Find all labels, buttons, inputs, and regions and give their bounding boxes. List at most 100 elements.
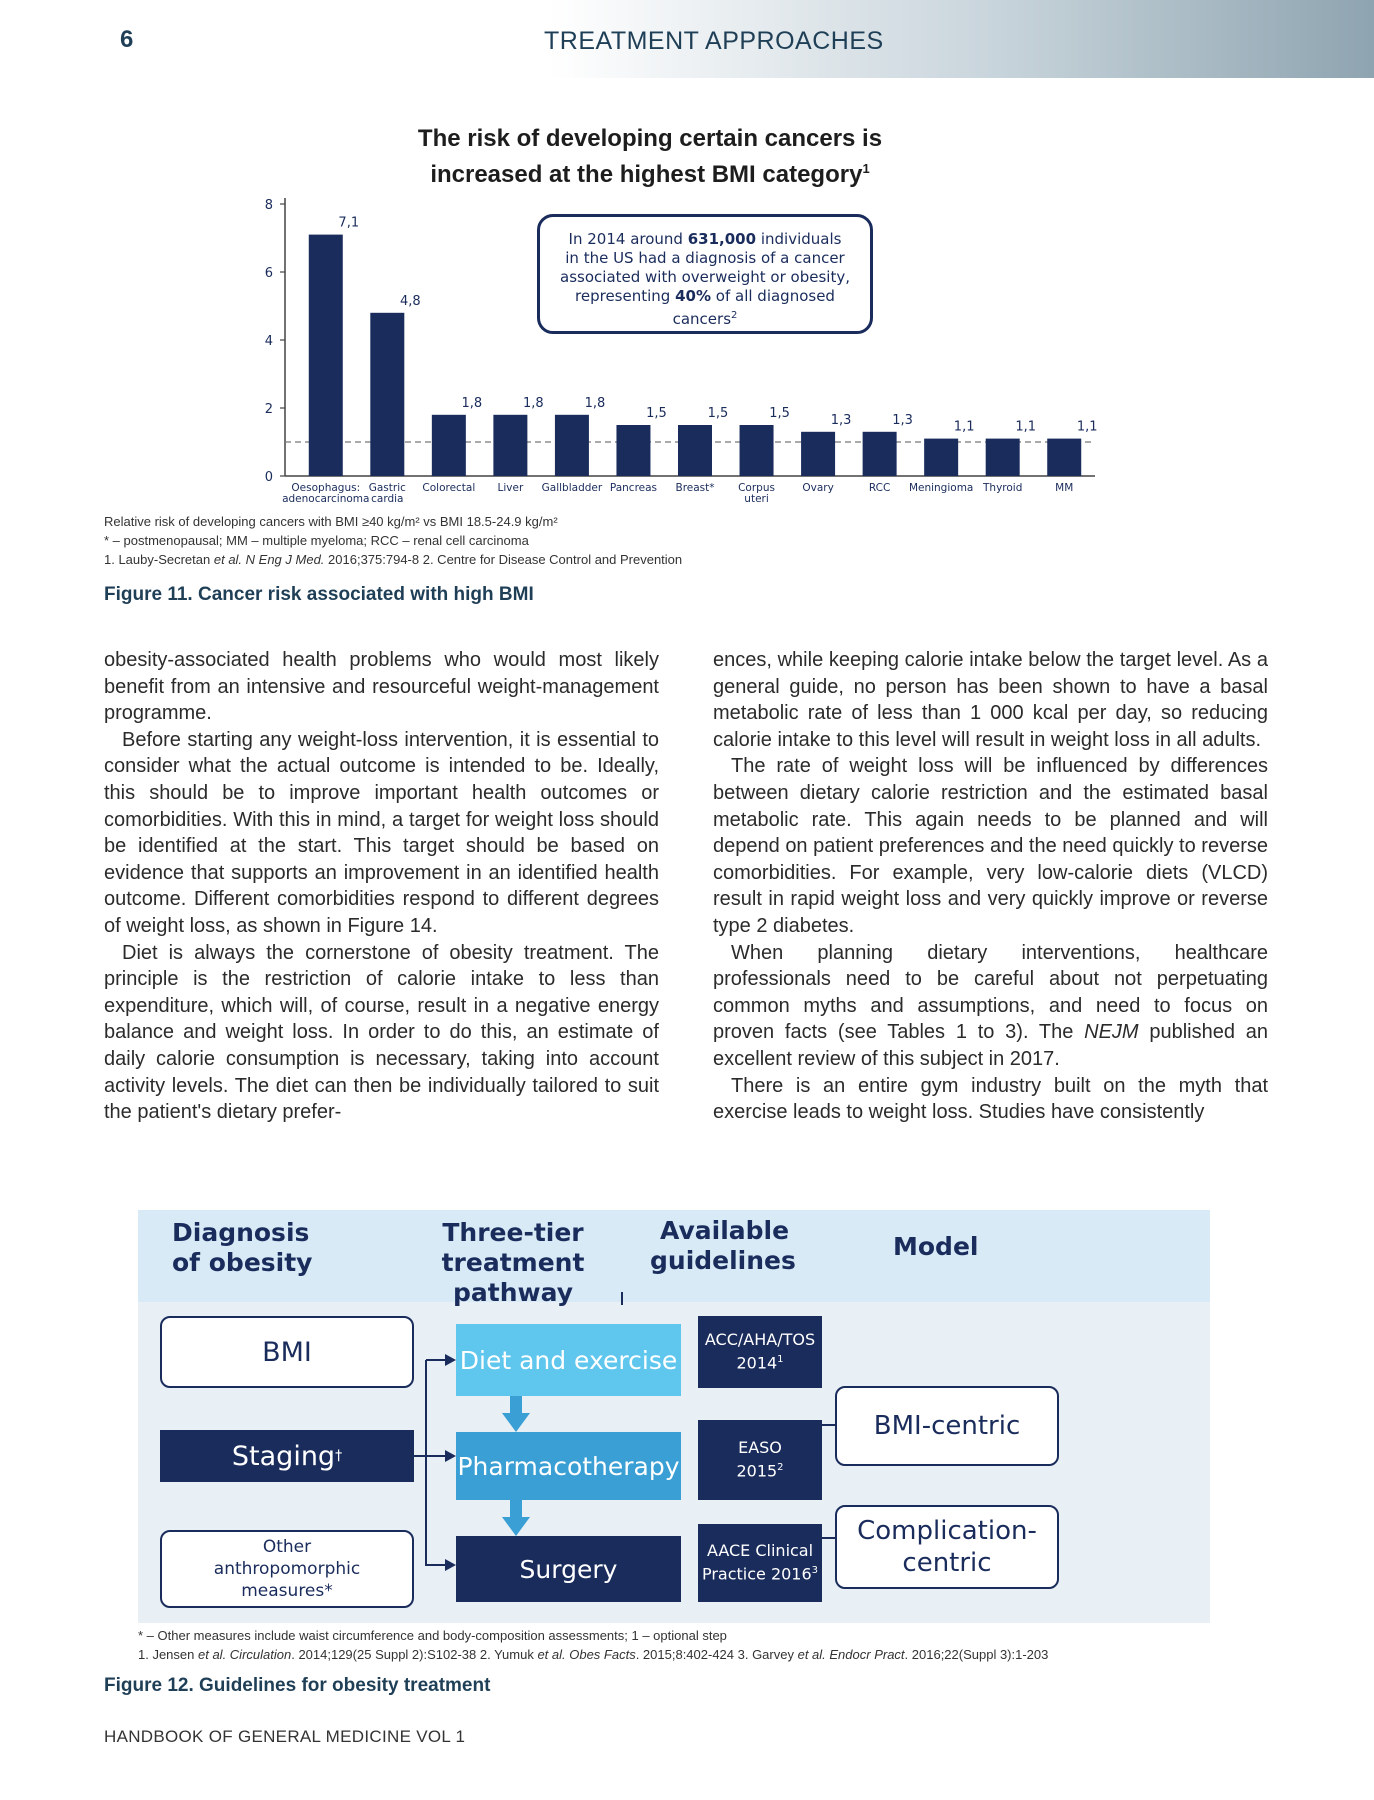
heading-text: guidelines	[650, 1246, 796, 1275]
box-text: Other	[262, 1537, 312, 1557]
box-ref: 3	[811, 1565, 819, 1577]
info-ref: 2	[731, 310, 738, 321]
journal-name: NEJM	[1084, 1021, 1139, 1044]
diet-exercise-box: Diet and exercise	[456, 1324, 681, 1396]
bar-value-label: 1,8	[462, 396, 483, 411]
x-category-label: Pancreas	[610, 482, 657, 494]
paragraph: The rate of weight loss will be influenc…	[713, 755, 1268, 937]
bar	[1047, 438, 1082, 476]
connector-arrowheads	[445, 1354, 456, 1571]
box-text: ACC/AHA/TOS	[704, 1330, 816, 1350]
paragraph: Diet is always the cornerstone of obesit…	[104, 941, 659, 1124]
staging-label: Staging	[231, 1440, 336, 1472]
ref-text: 1. Lauby-Secretan	[104, 552, 214, 567]
y-tick-label: 8	[265, 198, 273, 213]
bar	[493, 414, 528, 476]
body-column-left: obesity-associated health problems who w…	[104, 647, 659, 1126]
box-ref: 2	[777, 1462, 784, 1474]
heading-text: treatment pathway	[441, 1248, 585, 1307]
pathway-arrows	[502, 1396, 530, 1536]
connector-lines	[414, 1292, 835, 1566]
x-category-label: Colorectal	[422, 482, 475, 494]
pharmacotherapy-box: Pharmacotherapy	[456, 1432, 681, 1500]
box-text: AACE Clinical	[706, 1541, 814, 1561]
x-category-label: Oesophagus:	[291, 482, 360, 494]
bar	[431, 414, 466, 476]
info-box: In 2014 around 631,000 individuals in th…	[537, 214, 873, 334]
bmi-box: BMI	[160, 1316, 414, 1388]
info-text: representing	[575, 287, 671, 305]
x-category-label: uteri	[744, 493, 768, 505]
box-ref: 1	[777, 1354, 784, 1366]
pathway-arrow-head	[502, 1413, 530, 1432]
figure11-note: * – postmenopausal; MM – multiple myelom…	[104, 533, 529, 548]
staging-box: Staging †	[160, 1430, 414, 1482]
treatment-pathway-diagram: Diagnosis of obesity Three-tier treatment …	[138, 1210, 1210, 1623]
ref-journal: et al. N Eng J Med.	[213, 552, 325, 567]
arrowhead	[445, 1450, 456, 1462]
heading-text: Diagnosis	[172, 1218, 310, 1247]
bar	[862, 431, 897, 476]
diagram-connectors	[414, 1292, 835, 1571]
pathway-arrow-shaft	[510, 1500, 522, 1518]
box-text: EASO	[738, 1438, 782, 1458]
heading-text: Available	[660, 1216, 790, 1245]
diagram-header-band	[138, 1210, 1210, 1302]
ref-journal: et al. Endocr Pract	[797, 1647, 905, 1662]
bar-value-label: 1,8	[585, 396, 606, 411]
guideline-easo: EASO 20152	[698, 1420, 822, 1500]
figure11-caption: Figure 11. Cancer risk associated with h…	[104, 584, 534, 605]
paragraph-text: When planning dietary interventions, hea…	[713, 941, 1268, 1044]
bar-value-label: 1,3	[831, 413, 852, 428]
box-text: measures*	[241, 1581, 333, 1601]
section-title: TREATMENT APPROACHES	[544, 27, 884, 55]
staging-to-surgery-line	[414, 1455, 445, 1566]
heading-text: Three-tier	[442, 1218, 584, 1247]
box-text: 2015	[736, 1461, 778, 1481]
x-category-label: Corpus	[738, 482, 775, 494]
x-category-label: Meningioma	[909, 482, 973, 494]
info-figure-count: 631,000	[687, 230, 757, 248]
bar-value-label: 4,8	[400, 294, 421, 309]
footer-text: HANDBOOK OF GENERAL MEDICINE VOL 1	[104, 1727, 466, 1746]
chart-title-line2: increased at the highest BMI category	[430, 161, 863, 188]
bar-value-label: 1,5	[769, 406, 790, 421]
x-category-label: Breast*	[675, 482, 714, 494]
bar	[985, 438, 1020, 476]
paragraph-text: published an excellent review of this su…	[713, 1021, 1268, 1070]
bar-value-label: 1,5	[708, 406, 729, 421]
guideline-acc-aha-tos: ACC/AHA/TOS 20141	[698, 1316, 822, 1388]
header-band: 6 TREATMENT APPROACHES	[0, 0, 1374, 78]
figure11-note: Relative risk of developing cancers with…	[104, 514, 558, 529]
other-measures-box: Other anthropomorphic measures*	[160, 1530, 414, 1608]
pathway-arrow-shaft	[510, 1396, 522, 1414]
ref-journal: et al. Circulation	[198, 1647, 292, 1662]
heading-text: of obesity	[172, 1248, 313, 1277]
page-number: 6	[120, 26, 134, 53]
info-text: individuals	[760, 230, 842, 248]
bar	[924, 438, 959, 476]
box-text: Practice 2016	[701, 1564, 812, 1584]
box-text: 2014	[736, 1353, 778, 1373]
arrowhead	[445, 1559, 456, 1571]
figure12-note: * – Other measures include waist circumf…	[138, 1628, 727, 1643]
y-tick-label: 2	[265, 402, 273, 417]
heading-model: Model	[893, 1232, 979, 1261]
info-text: In 2014 around	[568, 230, 683, 248]
staging-mark: †	[335, 1448, 343, 1464]
heading-guidelines: Available guidelines	[650, 1216, 796, 1276]
paragraph: obesity-associated health problems who w…	[104, 649, 659, 725]
y-tick-label: 0	[265, 470, 273, 485]
info-text: cancers	[672, 310, 732, 328]
ref-text: . 2016;22(Suppl 3):1-203	[904, 1647, 1049, 1662]
x-category-label: Thyroid	[982, 482, 1022, 494]
pathway-arrow-head	[502, 1517, 530, 1536]
chart-title-ref: 1	[862, 161, 870, 176]
ref-text: . 2015;8:402-424 3. Garvey	[635, 1647, 798, 1662]
bar	[739, 425, 774, 476]
bar	[554, 414, 589, 476]
body-column-right: ences, while keeping calorie intake belo…	[713, 647, 1268, 1126]
box-text: Complication-	[857, 1516, 1037, 1546]
bar-value-label: 1,3	[892, 413, 913, 428]
x-category-label: Liver	[498, 482, 524, 494]
